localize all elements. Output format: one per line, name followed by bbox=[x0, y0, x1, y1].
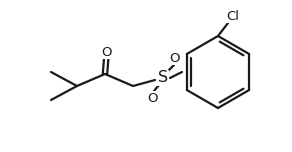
Text: O: O bbox=[170, 52, 180, 64]
Text: O: O bbox=[148, 92, 158, 105]
Text: Cl: Cl bbox=[227, 9, 239, 22]
Text: S: S bbox=[158, 71, 168, 85]
Text: O: O bbox=[102, 45, 112, 59]
